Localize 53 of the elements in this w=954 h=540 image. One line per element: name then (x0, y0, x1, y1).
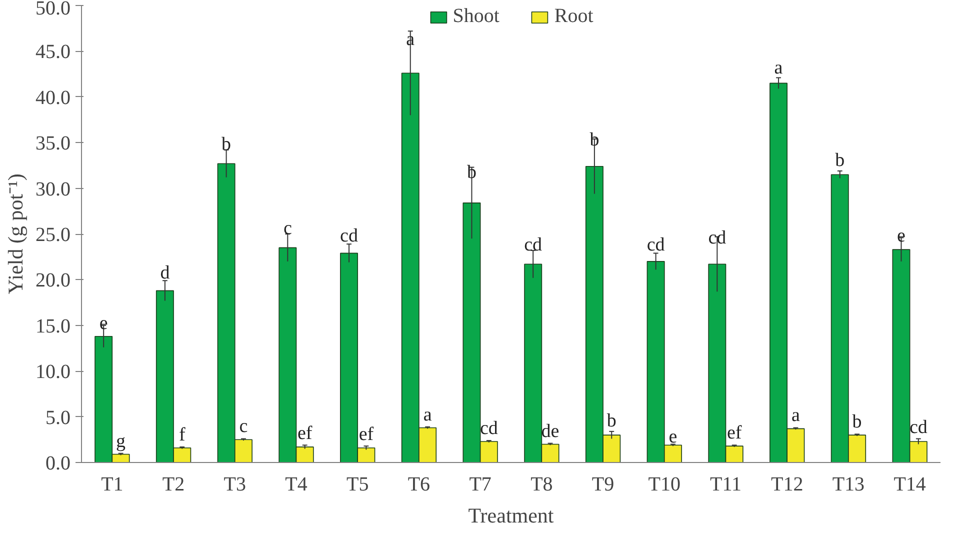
x-tick-label: T13 (832, 474, 865, 496)
annotation: a (791, 405, 800, 426)
annotation: ef (358, 424, 374, 445)
x-tick-label: T10 (648, 474, 681, 496)
legend-label: Shoot (452, 5, 500, 28)
annotation: e (668, 426, 678, 448)
annotation: cd (708, 227, 727, 248)
x-tick-label: T9 (592, 474, 614, 496)
annotation: b (590, 130, 600, 151)
annotation: a (774, 57, 784, 78)
annotation: cd (909, 417, 928, 438)
y-tick-label: 35.0 (36, 132, 70, 155)
y-tick-label: 5.0 (46, 406, 70, 429)
annotation: cd (524, 234, 543, 256)
annotation: b (835, 150, 845, 171)
x-tick-label: T3 (224, 474, 246, 496)
x-tick-label: T14 (894, 474, 926, 496)
annotation: a (423, 404, 432, 426)
y-tick-label: 30.0 (36, 178, 70, 200)
annotation: c (283, 218, 292, 239)
y-tick-label: 40.0 (36, 86, 70, 109)
y-tick-label: 0.0 (46, 452, 70, 474)
y-tick-label: 10.0 (36, 361, 70, 384)
x-tick-label: T2 (162, 474, 185, 496)
x-tick-label: T4 (285, 474, 308, 496)
y-tick-label: 45.0 (36, 41, 70, 64)
y-tick-label: 15.0 (36, 315, 70, 338)
x-tick-label: T11 (710, 474, 742, 496)
annotation: cd (646, 234, 666, 256)
x-tick-label: T1 (101, 474, 124, 496)
annotation: f (178, 424, 186, 446)
x-tick-label: T6 (408, 474, 430, 496)
annotation: d (160, 262, 170, 284)
y-tick-label: 50.0 (36, 0, 70, 20)
legend-label: Root (554, 5, 594, 28)
annotation: cd (480, 418, 498, 440)
y-axis-title: Yield (g pot⁻¹) (4, 174, 28, 294)
x-tick-label: T12 (771, 474, 804, 496)
x-tick-label: T5 (346, 474, 369, 496)
annotation: ef (297, 423, 313, 444)
y-tick-label: 25.0 (36, 224, 70, 246)
annotation: b (852, 412, 862, 433)
x-axis-title: Treatment (468, 504, 554, 528)
annotation: c (239, 416, 248, 438)
x-tick-label: T8 (530, 474, 553, 496)
annotation: b (222, 134, 232, 155)
annotation: b (606, 410, 616, 432)
annotation: ef (726, 422, 742, 444)
annotation: cd (340, 226, 358, 247)
annotation: g (116, 430, 126, 452)
y-tick-label: 20.0 (36, 270, 70, 292)
x-tick-label: T7 (469, 474, 492, 496)
annotation: de (541, 420, 560, 442)
